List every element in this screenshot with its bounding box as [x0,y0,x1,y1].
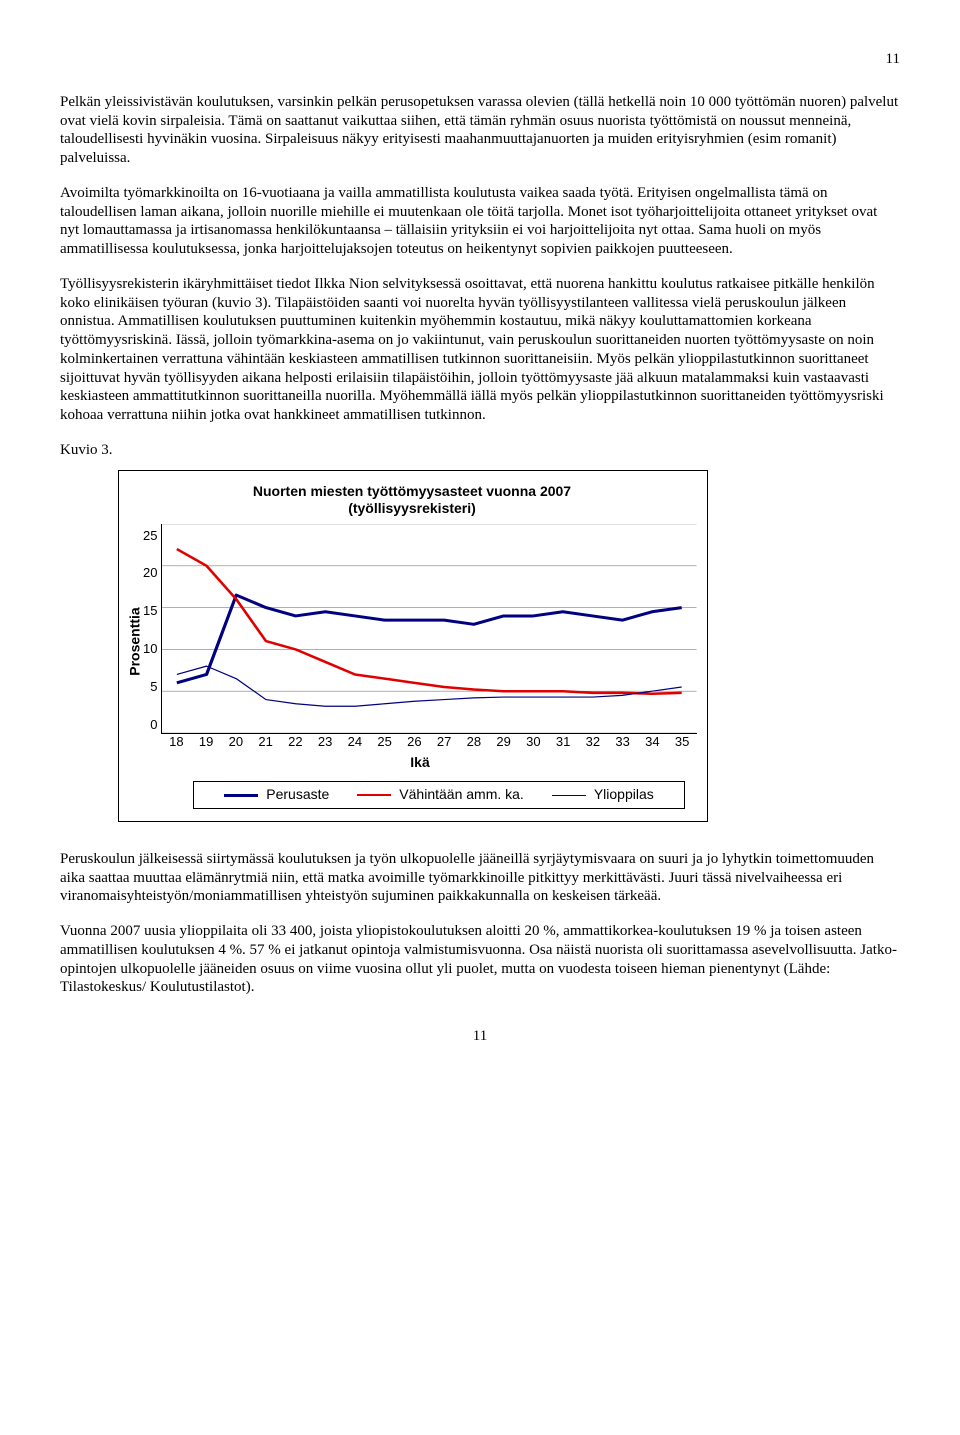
legend-swatch [552,795,586,796]
ytick: 15 [143,603,157,619]
xtick: 18 [161,734,191,750]
xtick: 32 [578,734,608,750]
xtick: 26 [399,734,429,750]
xtick: 24 [340,734,370,750]
chart-container: Nuorten miesten työttömyysasteet vuonna … [118,470,708,822]
ytick: 0 [143,717,157,733]
xtick: 28 [459,734,489,750]
paragraph-5: Vuonna 2007 uusia ylioppilaita oli 33 40… [60,922,900,997]
legend-item: Ylioppilas [552,786,654,804]
xtick: 22 [280,734,310,750]
chart-title-line2: (työllisyysrekisteri) [348,500,476,516]
chart-plot [161,524,697,734]
chart-yticks: 25 20 15 10 5 0 [143,524,161,734]
page-number-top: 11 [60,50,900,69]
xtick: 31 [548,734,578,750]
chart-title-line1: Nuorten miesten työttömyysasteet vuonna … [253,483,571,499]
page-number-bottom: 11 [60,1027,900,1046]
legend-swatch [224,794,258,797]
chart-ylabel: Prosenttia [126,660,144,676]
legend-item: Perusaste [224,786,329,804]
ytick: 10 [143,641,157,657]
xtick: 33 [608,734,638,750]
paragraph-2: Avoimilta työmarkkinoilta on 16-vuotiaan… [60,184,900,259]
chart-title: Nuorten miesten työttömyysasteet vuonna … [127,483,697,518]
legend-label: Vähintään amm. ka. [399,786,524,804]
legend-item: Vähintään amm. ka. [357,786,524,804]
legend-swatch [357,794,391,796]
xtick: 35 [667,734,697,750]
ytick: 20 [143,565,157,581]
paragraph-1: Pelkän yleissivistävän koulutuksen, vars… [60,93,900,168]
paragraph-3: Työllisyysrekisterin ikäryhmittäiset tie… [60,275,900,425]
xtick: 23 [310,734,340,750]
ytick: 25 [143,528,157,544]
chart-xticks: 181920212223242526272829303132333435 [161,734,697,750]
xtick: 20 [221,734,251,750]
paragraph-4: Peruskoulun jälkeisessä siirtymässä koul… [60,850,900,906]
legend-label: Perusaste [266,786,329,804]
chart-xlabel: Ikä [143,754,697,772]
figure-label: Kuvio 3. [60,441,900,460]
xtick: 25 [370,734,400,750]
ytick: 5 [143,679,157,695]
chart-legend: Perusaste Vähintään amm. ka. Ylioppilas [193,781,685,809]
xtick: 21 [251,734,281,750]
legend-label: Ylioppilas [594,786,654,804]
xtick: 29 [489,734,519,750]
xtick: 27 [429,734,459,750]
xtick: 19 [191,734,221,750]
xtick: 34 [637,734,667,750]
xtick: 30 [518,734,548,750]
